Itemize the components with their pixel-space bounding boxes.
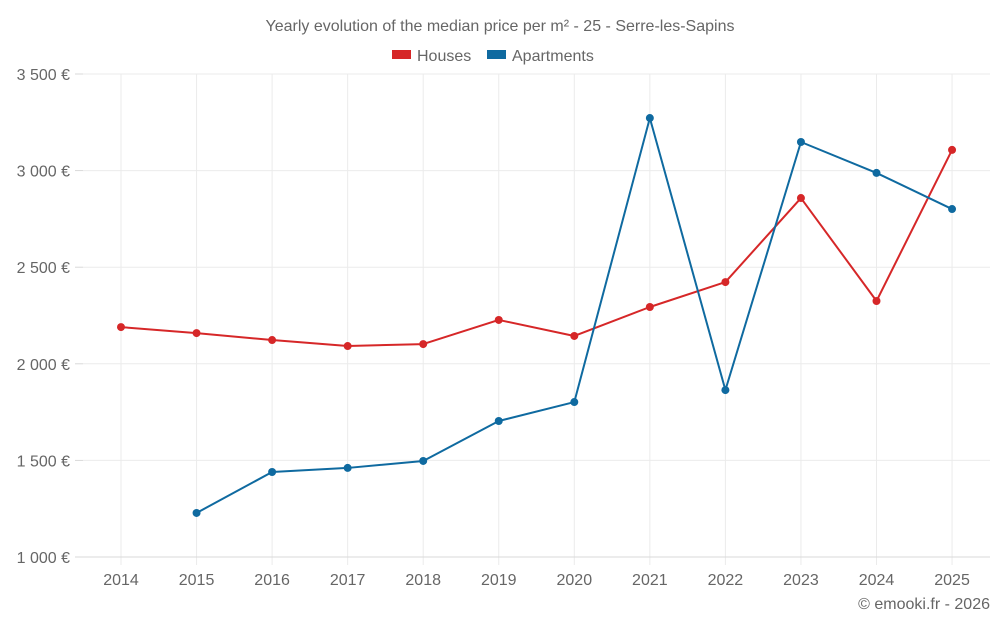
data-point-houses[interactable]: [343, 342, 352, 351]
y-tick-label: 1 000 €: [17, 550, 70, 567]
data-point-apartments[interactable]: [570, 398, 579, 407]
x-tick-label: 2017: [330, 572, 366, 589]
data-point-apartments[interactable]: [872, 168, 881, 177]
series-apartments: [192, 114, 957, 517]
legend-item-houses[interactable]: Houses: [392, 48, 471, 65]
y-tick-label: 1 500 €: [17, 453, 70, 470]
data-point-houses[interactable]: [796, 194, 805, 203]
x-tick-label: 2018: [405, 572, 441, 589]
x-tick-label: 2025: [934, 572, 970, 589]
chart-title: Yearly evolution of the median price per…: [266, 18, 735, 35]
data-point-houses[interactable]: [117, 323, 125, 332]
data-point-houses[interactable]: [419, 340, 428, 349]
x-tick-label: 2023: [783, 572, 819, 589]
data-point-houses[interactable]: [570, 331, 579, 340]
data-point-apartments[interactable]: [948, 205, 957, 214]
data-point-apartments[interactable]: [645, 114, 654, 123]
series-group: [117, 114, 957, 517]
legend-swatch-houses: [392, 50, 411, 59]
legend-label-apartments: Apartments: [512, 48, 594, 65]
data-point-houses[interactable]: [494, 315, 503, 324]
legend: Houses Apartments: [392, 48, 594, 65]
y-tick-label: 3 000 €: [17, 164, 70, 181]
data-point-houses[interactable]: [192, 329, 201, 338]
y-tick-label: 2 500 €: [17, 260, 70, 277]
y-tick-label: 3 500 €: [17, 67, 70, 84]
x-tick-label: 2015: [179, 572, 215, 589]
data-point-houses[interactable]: [948, 145, 957, 154]
data-point-houses[interactable]: [721, 278, 730, 287]
x-tick-label: 2016: [254, 572, 290, 589]
legend-swatch-apartments: [487, 50, 506, 59]
x-tick-label: 2014: [103, 572, 139, 589]
data-point-apartments[interactable]: [192, 508, 201, 517]
y-gridlines: [83, 73, 990, 461]
x-axis-ticks: 2014 2015 2016 2017 2018 2019 2020 2021 2022 2023…: [103, 572, 970, 589]
data-point-apartments[interactable]: [268, 467, 277, 476]
series-houses: [117, 145, 957, 351]
data-point-houses[interactable]: [268, 336, 277, 345]
data-point-apartments[interactable]: [721, 386, 730, 395]
data-point-houses[interactable]: [645, 302, 654, 311]
x-gridlines: [120, 74, 953, 565]
data-point-apartments[interactable]: [494, 416, 503, 425]
x-tick-label: 2021: [632, 572, 668, 589]
data-point-apartments[interactable]: [419, 456, 428, 465]
legend-label-houses: Houses: [417, 48, 471, 65]
x-tick-label: 2024: [859, 572, 895, 589]
y-tick-label: 2 000 €: [17, 357, 70, 374]
x-tick-label: 2022: [708, 572, 744, 589]
data-point-apartments[interactable]: [343, 463, 352, 472]
legend-item-apartments[interactable]: Apartments: [487, 48, 594, 65]
data-point-apartments[interactable]: [796, 138, 805, 147]
x-tick-label: 2020: [557, 572, 593, 589]
series-line-houses: [120, 149, 953, 348]
credit-text: © emooki.fr - 2026: [858, 596, 990, 613]
y-axis-ticks: 1 000 € 1 500 € 2 000 € 2 500 € 3 000 € 3 500…: [17, 67, 83, 567]
data-point-houses[interactable]: [872, 297, 881, 306]
x-tick-label: 2019: [481, 572, 517, 589]
